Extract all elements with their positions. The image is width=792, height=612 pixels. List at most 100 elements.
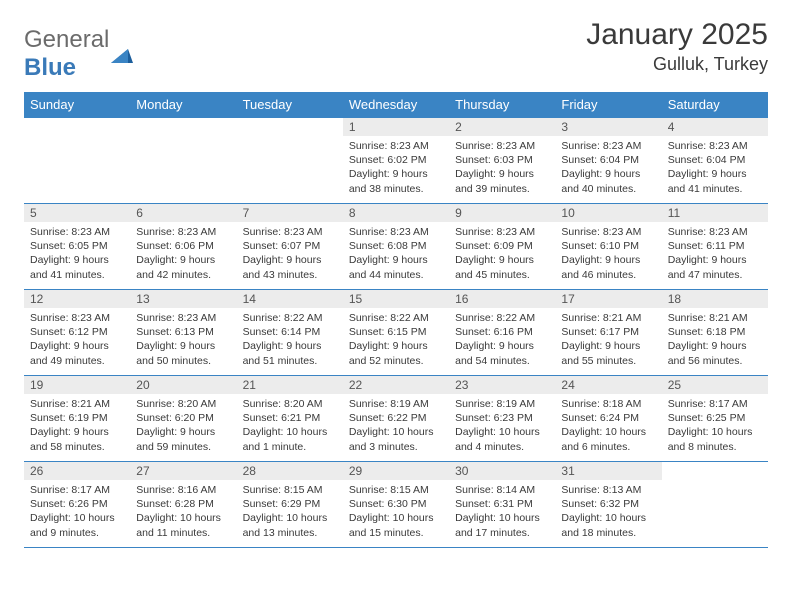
- sunset-text: Sunset: 6:04 PM: [668, 153, 762, 167]
- daylight-text-2: and 52 minutes.: [349, 354, 443, 368]
- calendar-row: 1 Sunrise: 8:23 AM Sunset: 6:02 PM Daylight…: [24, 118, 768, 204]
- daylight-text-2: and 44 minutes.: [349, 268, 443, 282]
- sunset-text: Sunset: 6:31 PM: [455, 497, 549, 511]
- daylight-text-2: and 1 minute.: [243, 440, 337, 454]
- day-header: Monday: [130, 92, 236, 118]
- sunset-text: Sunset: 6:20 PM: [136, 411, 230, 425]
- day-content: Sunrise: 8:23 AMSunset: 6:08 PMDaylight:…: [343, 222, 449, 286]
- daylight-text-2: and 18 minutes.: [561, 526, 655, 540]
- day-number: 1: [343, 118, 449, 136]
- day-number: 15: [343, 290, 449, 308]
- sunrise-text: Sunrise: 8:20 AM: [243, 397, 337, 411]
- calendar-cell: 8Sunrise: 8:23 AMSunset: 6:08 PMDaylight…: [343, 204, 449, 290]
- sunset-text: Sunset: 6:07 PM: [243, 239, 337, 253]
- sunrise-text: Sunrise: 8:23 AM: [349, 225, 443, 239]
- daylight-text-1: Daylight: 9 hours: [668, 253, 762, 267]
- day-header: Tuesday: [237, 92, 343, 118]
- day-header: Saturday: [662, 92, 768, 118]
- daylight-text-2: and 50 minutes.: [136, 354, 230, 368]
- day-content: Sunrise: 8:21 AMSunset: 6:17 PMDaylight:…: [555, 308, 661, 372]
- day-number: 17: [555, 290, 661, 308]
- sunrise-text: Sunrise: 8:23 AM: [561, 139, 655, 153]
- daylight-text-2: and 42 minutes.: [136, 268, 230, 282]
- daylight-text-2: and 38 minutes.: [349, 182, 443, 196]
- calendar-cell: 17Sunrise: 8:21 AMSunset: 6:17 PMDayligh…: [555, 290, 661, 376]
- calendar-cell: 3Sunrise: 8:23 AMSunset: 6:04 PMDaylight…: [555, 118, 661, 204]
- day-number: 4: [662, 118, 768, 136]
- day-content: Sunrise: 8:23 AMSunset: 6:13 PMDaylight:…: [130, 308, 236, 372]
- sunrise-text: Sunrise: 8:21 AM: [668, 311, 762, 325]
- day-header: Thursday: [449, 92, 555, 118]
- day-number: 16: [449, 290, 555, 308]
- daylight-text-1: Daylight: 10 hours: [455, 511, 549, 525]
- daylight-text-2: and 58 minutes.: [30, 440, 124, 454]
- calendar-head: SundayMondayTuesdayWednesdayThursdayFrid…: [24, 92, 768, 118]
- calendar-cell: [662, 462, 768, 548]
- daylight-text-1: Daylight: 10 hours: [349, 425, 443, 439]
- day-content: Sunrise: 8:23 AMSunset: 6:12 PMDaylight:…: [24, 308, 130, 372]
- sunrise-text: Sunrise: 8:23 AM: [243, 225, 337, 239]
- calendar-cell: 28Sunrise: 8:15 AMSunset: 6:29 PMDayligh…: [237, 462, 343, 548]
- daylight-text-1: Daylight: 9 hours: [243, 253, 337, 267]
- brand-logo: General Blue: [24, 18, 133, 82]
- day-number: 30: [449, 462, 555, 480]
- calendar-row: 19Sunrise: 8:21 AMSunset: 6:19 PMDayligh…: [24, 376, 768, 462]
- calendar-cell: [237, 118, 343, 204]
- calendar-cell: 18Sunrise: 8:21 AMSunset: 6:18 PMDayligh…: [662, 290, 768, 376]
- sunset-text: Sunset: 6:15 PM: [349, 325, 443, 339]
- day-number: 20: [130, 376, 236, 394]
- daylight-text-2: and 41 minutes.: [30, 268, 124, 282]
- sunset-text: Sunset: 6:14 PM: [243, 325, 337, 339]
- day-number: 24: [555, 376, 661, 394]
- calendar-cell: 30Sunrise: 8:14 AMSunset: 6:31 PMDayligh…: [449, 462, 555, 548]
- daylight-text-2: and 13 minutes.: [243, 526, 337, 540]
- calendar-cell: 20Sunrise: 8:20 AMSunset: 6:20 PMDayligh…: [130, 376, 236, 462]
- day-content: Sunrise: 8:15 AMSunset: 6:30 PMDaylight:…: [343, 480, 449, 544]
- daylight-text-1: Daylight: 9 hours: [668, 339, 762, 353]
- calendar-cell: 1Sunrise: 8:23 AMSunset: 6:02 PMDaylight…: [343, 118, 449, 204]
- day-number: 6: [130, 204, 236, 222]
- day-number: 13: [130, 290, 236, 308]
- day-content: Sunrise: 8:23 AMSunset: 6:10 PMDaylight:…: [555, 222, 661, 286]
- daylight-text-2: and 8 minutes.: [668, 440, 762, 454]
- calendar-cell: 16Sunrise: 8:22 AMSunset: 6:16 PMDayligh…: [449, 290, 555, 376]
- daylight-text-1: Daylight: 10 hours: [349, 511, 443, 525]
- daylight-text-2: and 15 minutes.: [349, 526, 443, 540]
- daylight-text-1: Daylight: 9 hours: [243, 339, 337, 353]
- daylight-text-1: Daylight: 9 hours: [668, 167, 762, 181]
- daylight-text-1: Daylight: 10 hours: [561, 425, 655, 439]
- calendar-page: General Blue January 2025 Gulluk, Turkey…: [0, 0, 792, 558]
- sunset-text: Sunset: 6:08 PM: [349, 239, 443, 253]
- daylight-text-1: Daylight: 10 hours: [243, 511, 337, 525]
- daylight-text-1: Daylight: 9 hours: [30, 253, 124, 267]
- sunrise-text: Sunrise: 8:15 AM: [349, 483, 443, 497]
- brand-text: General Blue: [24, 26, 109, 82]
- sunset-text: Sunset: 6:13 PM: [136, 325, 230, 339]
- day-content: Sunrise: 8:17 AMSunset: 6:25 PMDaylight:…: [662, 394, 768, 458]
- daylight-text-2: and 9 minutes.: [30, 526, 124, 540]
- sunrise-text: Sunrise: 8:17 AM: [30, 483, 124, 497]
- day-content: Sunrise: 8:18 AMSunset: 6:24 PMDaylight:…: [555, 394, 661, 458]
- sunrise-text: Sunrise: 8:22 AM: [349, 311, 443, 325]
- day-content: Sunrise: 8:23 AMSunset: 6:11 PMDaylight:…: [662, 222, 768, 286]
- calendar-cell: 9Sunrise: 8:23 AMSunset: 6:09 PMDaylight…: [449, 204, 555, 290]
- calendar-cell: 4Sunrise: 8:23 AMSunset: 6:04 PMDaylight…: [662, 118, 768, 204]
- day-content: Sunrise: 8:14 AMSunset: 6:31 PMDaylight:…: [449, 480, 555, 544]
- sunrise-text: Sunrise: 8:16 AM: [136, 483, 230, 497]
- daylight-text-2: and 51 minutes.: [243, 354, 337, 368]
- day-header-row: SundayMondayTuesdayWednesdayThursdayFrid…: [24, 92, 768, 118]
- daylight-text-2: and 43 minutes.: [243, 268, 337, 282]
- daylight-text-1: Daylight: 9 hours: [136, 339, 230, 353]
- month-title: January 2025: [586, 18, 768, 52]
- day-header: Wednesday: [343, 92, 449, 118]
- day-content: Sunrise: 8:23 AMSunset: 6:09 PMDaylight:…: [449, 222, 555, 286]
- daylight-text-2: and 40 minutes.: [561, 182, 655, 196]
- day-number: 5: [24, 204, 130, 222]
- daylight-text-1: Daylight: 9 hours: [561, 339, 655, 353]
- daylight-text-1: Daylight: 9 hours: [455, 339, 549, 353]
- sunset-text: Sunset: 6:02 PM: [349, 153, 443, 167]
- daylight-text-1: Daylight: 9 hours: [349, 339, 443, 353]
- day-content: Sunrise: 8:23 AMSunset: 6:04 PMDaylight:…: [662, 136, 768, 200]
- calendar-cell: 19Sunrise: 8:21 AMSunset: 6:19 PMDayligh…: [24, 376, 130, 462]
- daylight-text-2: and 47 minutes.: [668, 268, 762, 282]
